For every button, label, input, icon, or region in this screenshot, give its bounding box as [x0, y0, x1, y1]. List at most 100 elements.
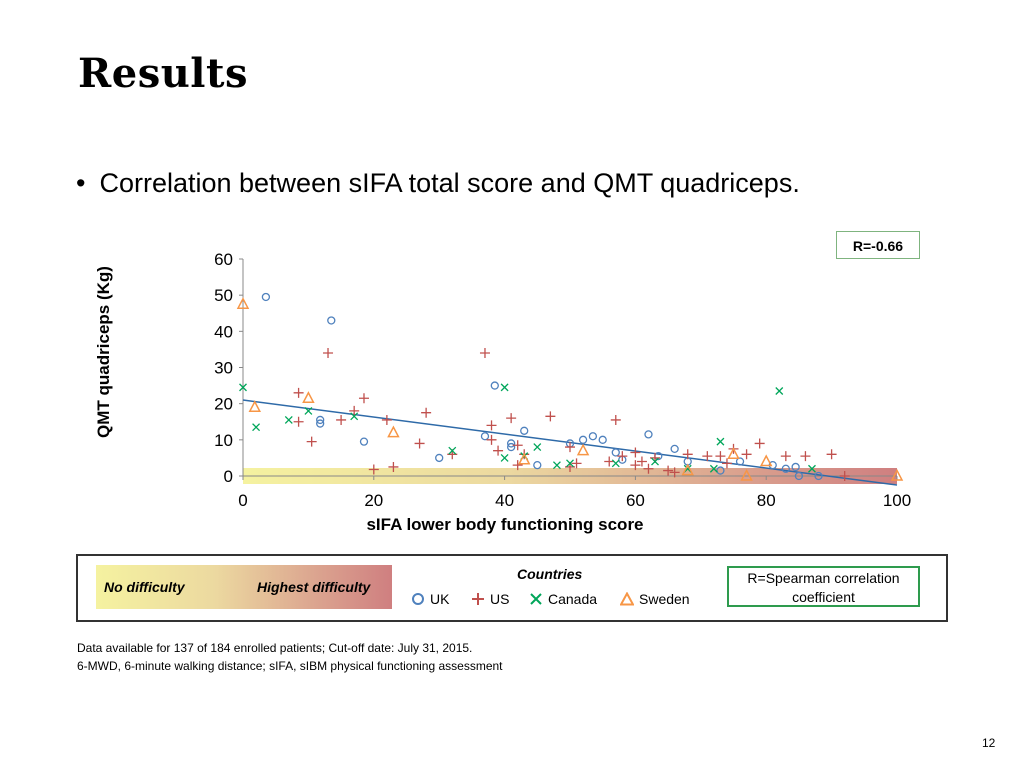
x-tick-label: 0: [238, 491, 247, 510]
data-point-uk: [316, 419, 325, 428]
data-point-canada: [651, 457, 659, 466]
data-point-us: [780, 451, 791, 462]
data-point-uk: [316, 415, 325, 425]
data-point-uk: [359, 437, 369, 446]
data-point-uk: [670, 444, 679, 454]
data-point-us: [486, 434, 497, 445]
data-point-us: [506, 413, 517, 424]
data-point-us: [336, 414, 347, 425]
data-point-us: [349, 405, 360, 416]
data-point-canada: [500, 453, 509, 462]
data-point-us: [323, 348, 334, 359]
legend-label: US: [490, 591, 510, 607]
x-tick-label: 20: [364, 491, 383, 510]
data-point-us: [381, 414, 392, 425]
data-point-uk: [588, 432, 598, 441]
y-tick-label: 10: [214, 431, 233, 450]
data-point-canada: [500, 383, 509, 392]
data-point-canada: [448, 446, 457, 455]
data-point-uk: [327, 316, 336, 325]
data-point-us: [388, 461, 399, 472]
data-point-uk: [506, 442, 516, 452]
data-point-us: [630, 460, 641, 471]
data-point-uk: [716, 466, 725, 475]
data-point-us: [800, 451, 811, 462]
data-point-canada: [239, 383, 247, 392]
data-point-us: [358, 393, 369, 404]
data-point-uk: [506, 439, 516, 448]
data-point-uk: [261, 292, 271, 302]
data-point-us: [571, 458, 582, 469]
data-point-us: [630, 447, 641, 458]
data-point-us: [545, 411, 556, 422]
data-point-us: [610, 414, 621, 425]
y-tick-label: 0: [224, 467, 233, 486]
data-point-sweden: [236, 297, 250, 309]
x-tick-label: 60: [626, 491, 645, 510]
data-point-us: [565, 442, 575, 453]
bullet-icon: •: [76, 168, 86, 198]
data-point-us: [826, 449, 837, 460]
data-point-sweden: [890, 468, 904, 481]
data-point-sweden: [302, 391, 315, 403]
data-point-sweden: [517, 452, 531, 465]
data-point-us: [721, 458, 732, 469]
data-point-us: [741, 449, 752, 460]
data-point-us: [512, 440, 523, 451]
data-point-sweden: [740, 468, 753, 481]
x-tick-label: 80: [757, 491, 776, 510]
difficulty-gradient: [96, 565, 392, 609]
data-point-us: [368, 464, 379, 475]
data-point-canada: [566, 459, 574, 468]
data-point-us: [421, 407, 432, 418]
data-point-canada: [304, 406, 313, 415]
data-point-us: [306, 436, 317, 447]
legend-panel: [76, 554, 948, 622]
data-point-us: [636, 456, 647, 467]
triangle-marker-icon: [620, 592, 634, 606]
data-point-uk: [735, 457, 745, 466]
y-axis-label: QMT quadriceps (Kg): [94, 266, 113, 438]
y-tick-label: 40: [214, 322, 233, 341]
data-point-us: [669, 467, 680, 478]
y-tick-label: 60: [214, 250, 233, 269]
legend-label: UK: [430, 591, 450, 607]
gradient-label-highest-difficulty: Highest difficulty: [257, 579, 371, 595]
data-point-canada: [808, 464, 816, 473]
circle-marker-icon: [412, 593, 424, 605]
correlation-label: R=-0.66: [836, 231, 920, 259]
data-point-us: [663, 465, 674, 476]
data-point-sweden: [759, 454, 773, 467]
data-point-canada: [284, 415, 293, 424]
legend-title: Countries: [517, 566, 583, 582]
data-point-us: [617, 451, 628, 462]
x-tick-label: 100: [883, 491, 911, 510]
data-point-us: [293, 416, 304, 427]
data-point-sweden: [387, 425, 400, 438]
data-point-us: [486, 420, 497, 431]
data-point-uk: [435, 453, 444, 463]
data-point-sweden: [576, 443, 590, 456]
data-point-us: [414, 438, 425, 449]
legend-item-uk: UK: [411, 591, 449, 607]
data-point-uk: [578, 435, 588, 444]
data-point-us: [839, 471, 850, 481]
slide-title: Results: [78, 50, 248, 97]
footnote-data-availability: Data available for 137 of 184 enrolled p…: [77, 641, 473, 655]
data-point-uk: [520, 426, 529, 435]
footnote-abbreviations: 6-MWD, 6-minute walking distance; sIFA, …: [77, 659, 503, 673]
data-point-sweden: [248, 400, 262, 413]
data-point-us: [682, 449, 693, 460]
spearman-note: R=Spearman correlation coefficient: [727, 566, 920, 607]
plus-marker-icon: [472, 593, 484, 605]
data-point-uk: [480, 432, 490, 441]
data-point-us: [754, 438, 765, 449]
legend-item-us: US: [471, 591, 509, 607]
data-point-uk: [611, 448, 620, 457]
data-point-uk: [598, 435, 607, 444]
data-point-canada: [252, 423, 261, 432]
gradient-label-no-difficulty: No difficulty: [104, 579, 185, 595]
y-tick-label: 50: [214, 286, 233, 305]
y-tick-label: 30: [214, 359, 233, 378]
